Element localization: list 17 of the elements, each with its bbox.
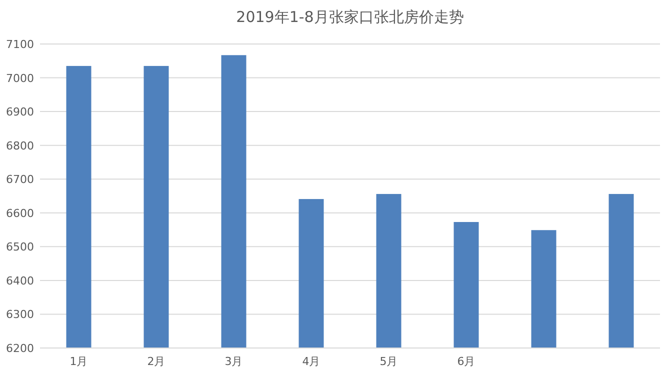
y-tick-label: 6300	[6, 308, 34, 322]
x-tick-label: 5月	[380, 355, 398, 368]
y-tick-label: 7100	[6, 38, 34, 51]
x-tick-label: 6月	[457, 355, 476, 368]
y-tick-label: 6800	[6, 139, 34, 152]
x-tick-label: 1月	[70, 355, 88, 368]
x-tick-label: 3月	[224, 355, 243, 368]
y-tick-label: 6200	[6, 342, 34, 355]
x-tick-label: 4月	[302, 355, 320, 368]
y-tick-label: 7000	[6, 72, 34, 85]
y-tick-label: 6700	[6, 173, 34, 186]
y-tick-label: 6400	[6, 274, 34, 288]
y-tick-label: 6500	[6, 240, 34, 254]
x-tick-label: 2月	[147, 355, 166, 368]
chart-title: 2019年1-8月张家口张北房价走势	[236, 8, 464, 26]
y-tick-label: 6900	[6, 106, 34, 119]
y-tick-label: 6600	[6, 206, 34, 220]
